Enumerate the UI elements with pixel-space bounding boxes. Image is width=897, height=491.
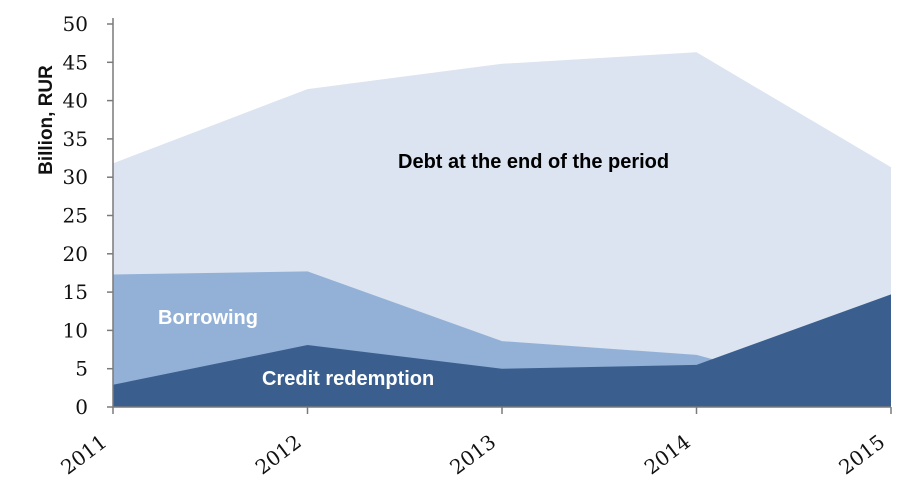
x-tick-label: 2011 <box>56 430 111 480</box>
x-axis-tick-labels: 2011 2012 2013 2014 2015 <box>56 430 889 480</box>
x-tick-label: 2012 <box>251 430 306 480</box>
series-labels: Debt at the end of the period Borrowing Cr… <box>158 151 669 390</box>
y-tick-label: 30 <box>63 165 88 189</box>
y-tick-label: 50 <box>63 12 88 36</box>
series-areas <box>113 52 891 408</box>
x-tick-label: 2014 <box>640 430 695 480</box>
x-tick-label: 2013 <box>445 430 500 480</box>
series-label-credit-redemption: Credit redemption <box>262 368 434 390</box>
y-axis-tick-labels: 0 5 10 15 20 25 30 35 40 45 50 <box>63 12 88 419</box>
area-credit-redemption <box>113 294 891 407</box>
y-tick-label: 15 <box>63 280 88 304</box>
y-tick-label: 40 <box>63 89 88 113</box>
x-tick-label: 2015 <box>834 430 889 480</box>
y-tick-label: 25 <box>63 204 88 228</box>
series-label-borrowing: Borrowing <box>158 307 258 329</box>
y-tick-label: 5 <box>75 357 88 381</box>
y-tick-label: 35 <box>63 127 88 151</box>
y-tick-label: 45 <box>63 50 88 74</box>
y-tick-label: 20 <box>63 242 88 266</box>
chart-axes <box>107 18 892 414</box>
y-tick-label: 0 <box>75 395 88 419</box>
y-tick-label: 10 <box>63 318 88 342</box>
series-label-debt-at-the-end-of-the-period: Debt at the end of the period <box>398 151 669 173</box>
y-axis-title: Billion, RUR <box>36 65 57 175</box>
